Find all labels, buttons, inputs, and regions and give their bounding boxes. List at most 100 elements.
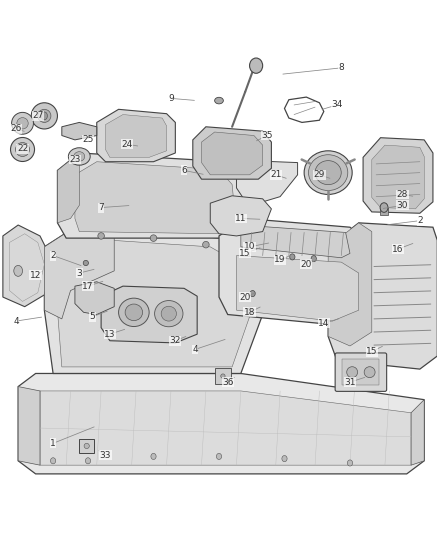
Ellipse shape: [15, 142, 29, 157]
Polygon shape: [75, 282, 114, 314]
Ellipse shape: [347, 367, 357, 377]
Polygon shape: [40, 391, 411, 465]
Text: 4: 4: [192, 345, 198, 354]
Text: 29: 29: [314, 171, 325, 179]
Polygon shape: [44, 227, 263, 374]
Ellipse shape: [68, 148, 90, 165]
Text: 27: 27: [32, 111, 43, 120]
Text: 7: 7: [98, 203, 104, 212]
Polygon shape: [363, 138, 433, 213]
Text: 10: 10: [244, 243, 255, 252]
Text: 16: 16: [392, 245, 404, 254]
Polygon shape: [237, 161, 297, 202]
Ellipse shape: [17, 118, 28, 129]
Text: 12: 12: [30, 271, 41, 280]
Text: 26: 26: [10, 125, 21, 133]
Ellipse shape: [247, 308, 252, 314]
Bar: [215, 368, 231, 384]
Polygon shape: [411, 400, 424, 465]
Text: 4: 4: [13, 317, 19, 326]
Polygon shape: [241, 225, 350, 258]
Polygon shape: [106, 115, 166, 157]
Ellipse shape: [380, 203, 388, 212]
Bar: [342, 359, 379, 385]
Text: 32: 32: [170, 336, 181, 345]
Ellipse shape: [14, 265, 22, 276]
Ellipse shape: [11, 138, 35, 161]
Polygon shape: [372, 145, 424, 209]
Polygon shape: [219, 219, 367, 326]
Text: 34: 34: [331, 100, 343, 109]
Text: 3: 3: [76, 269, 82, 278]
Text: 14: 14: [318, 319, 329, 328]
Text: 24: 24: [122, 140, 133, 149]
Ellipse shape: [85, 458, 91, 464]
Text: 2: 2: [417, 216, 423, 225]
Ellipse shape: [221, 374, 225, 378]
Ellipse shape: [151, 454, 156, 459]
Text: 31: 31: [344, 378, 356, 387]
Polygon shape: [237, 256, 359, 321]
Polygon shape: [101, 286, 197, 343]
Ellipse shape: [12, 112, 33, 134]
Text: 9: 9: [168, 94, 174, 103]
Ellipse shape: [161, 306, 177, 321]
Ellipse shape: [304, 151, 352, 195]
Text: 19: 19: [274, 255, 286, 264]
Polygon shape: [3, 225, 53, 306]
Ellipse shape: [125, 304, 143, 321]
Polygon shape: [328, 223, 437, 369]
Text: 20: 20: [300, 260, 312, 269]
Polygon shape: [62, 123, 97, 140]
Polygon shape: [75, 161, 237, 234]
Polygon shape: [44, 227, 114, 319]
Text: 5: 5: [89, 312, 95, 321]
Ellipse shape: [282, 456, 287, 462]
Bar: [380, 207, 388, 215]
Text: 13: 13: [104, 330, 116, 338]
Text: 2: 2: [50, 251, 56, 260]
Ellipse shape: [84, 443, 89, 449]
Text: 20: 20: [240, 293, 251, 302]
Polygon shape: [57, 153, 250, 238]
Polygon shape: [210, 196, 272, 236]
Ellipse shape: [38, 109, 51, 123]
Ellipse shape: [290, 254, 295, 260]
Polygon shape: [193, 127, 272, 179]
Bar: [79, 439, 94, 454]
Text: 22: 22: [17, 144, 28, 153]
Text: 30: 30: [397, 201, 408, 210]
Text: 28: 28: [397, 190, 408, 199]
Ellipse shape: [150, 235, 157, 241]
Ellipse shape: [74, 152, 85, 161]
Text: 6: 6: [181, 166, 187, 175]
Ellipse shape: [31, 103, 57, 129]
Ellipse shape: [250, 58, 263, 74]
Polygon shape: [18, 386, 40, 465]
Polygon shape: [57, 153, 79, 223]
Ellipse shape: [250, 290, 255, 297]
Ellipse shape: [50, 458, 56, 464]
Polygon shape: [328, 223, 372, 346]
Ellipse shape: [155, 301, 183, 327]
Text: 15: 15: [366, 347, 378, 356]
Text: 15: 15: [240, 249, 251, 258]
Ellipse shape: [83, 261, 88, 265]
Text: 8: 8: [339, 63, 344, 72]
Text: 17: 17: [82, 281, 94, 290]
Text: 25: 25: [82, 135, 94, 144]
Polygon shape: [18, 374, 424, 474]
Text: 33: 33: [100, 450, 111, 459]
Text: 1: 1: [50, 439, 56, 448]
Ellipse shape: [216, 454, 222, 459]
Ellipse shape: [315, 160, 341, 184]
Polygon shape: [201, 132, 263, 175]
Ellipse shape: [308, 155, 348, 190]
Polygon shape: [57, 238, 250, 367]
Polygon shape: [97, 109, 175, 161]
Text: 11: 11: [235, 214, 247, 223]
FancyBboxPatch shape: [335, 353, 387, 391]
Ellipse shape: [98, 233, 104, 239]
Ellipse shape: [215, 98, 223, 104]
Text: 36: 36: [222, 378, 233, 387]
